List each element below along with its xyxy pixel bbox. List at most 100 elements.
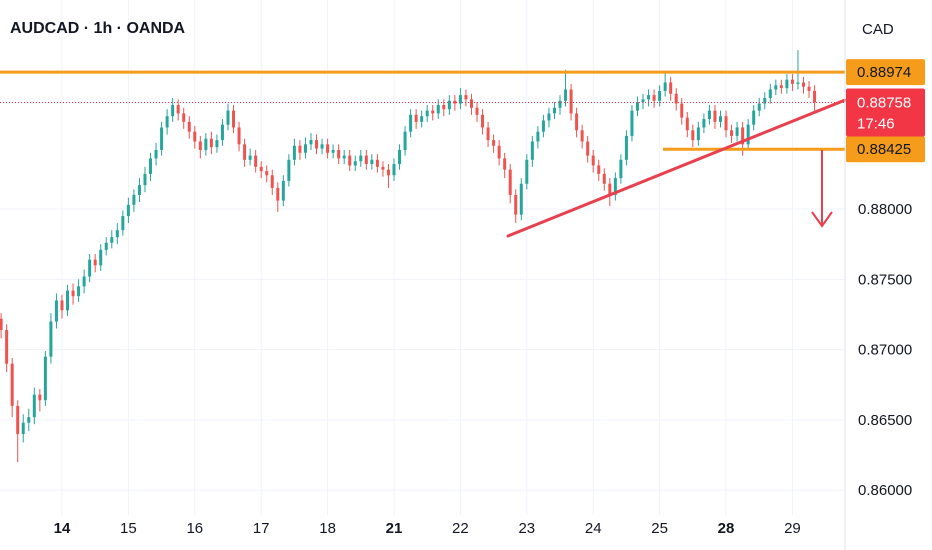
candle-body	[165, 116, 169, 128]
candle-body	[702, 119, 706, 128]
candle-body	[453, 100, 457, 104]
candle-body	[49, 321, 53, 357]
candle-body	[619, 159, 623, 179]
candle-body	[497, 145, 501, 159]
currency: CAD	[862, 21, 894, 38]
candle-body	[232, 110, 236, 128]
candle-body	[287, 159, 291, 181]
candle-body	[741, 127, 745, 145]
candle-body	[635, 102, 639, 111]
candle-body	[796, 82, 800, 84]
candle-body	[575, 113, 579, 131]
candle-body	[38, 394, 42, 401]
candle-body	[182, 113, 186, 122]
candle-body	[746, 124, 750, 145]
candle-body	[187, 121, 191, 132]
candle-body	[602, 173, 606, 184]
candle-body	[436, 104, 440, 114]
candle-body	[481, 114, 485, 128]
x-tick-label: 16	[186, 520, 203, 537]
candle-body	[149, 158, 153, 174]
candle-body	[104, 242, 108, 250]
candle-body	[442, 104, 446, 110]
candle-body	[215, 140, 219, 148]
candle-body	[82, 276, 86, 287]
candle-body	[608, 183, 612, 195]
candle-body	[564, 89, 568, 101]
candle-body	[353, 161, 357, 166]
level-label-box	[846, 136, 925, 163]
candle-body	[691, 130, 695, 141]
candle-body	[409, 114, 413, 132]
candle-body	[813, 90, 817, 103]
candle-body	[386, 169, 390, 176]
candle-body	[724, 116, 728, 131]
candles	[0, 50, 817, 463]
candle-body	[160, 127, 164, 150]
x-tick-label: 14	[54, 520, 71, 537]
candle-body	[66, 290, 70, 311]
candle-body	[663, 82, 667, 91]
candle-body	[292, 145, 296, 160]
candle-body	[486, 127, 490, 141]
candle-body	[597, 165, 601, 174]
x-tick-label: 18	[319, 520, 336, 537]
candle-body	[392, 164, 396, 176]
candle-body	[680, 103, 684, 118]
candle-body	[707, 110, 711, 120]
candle-body	[254, 155, 258, 167]
y-tick-label: 0.88000	[858, 201, 912, 218]
candle-body	[259, 166, 263, 172]
candle-body	[364, 155, 368, 165]
candle-body	[730, 130, 734, 136]
candle-body	[370, 159, 374, 165]
candle-body	[248, 155, 252, 160]
candle-body	[320, 144, 324, 149]
candle-body	[32, 394, 36, 418]
y-tick-label: 0.87000	[858, 342, 912, 359]
candle-body	[514, 194, 518, 215]
candle-body	[342, 155, 346, 159]
candle-body	[475, 107, 479, 115]
candle-body	[132, 194, 136, 205]
candle-body	[198, 141, 202, 150]
grid	[0, 0, 845, 515]
candle-body	[685, 117, 689, 131]
candle-body	[713, 110, 717, 122]
candle-body	[624, 135, 628, 160]
candle-body	[398, 149, 402, 165]
x-tick-label: 25	[651, 520, 668, 537]
candle-body	[326, 144, 330, 153]
candle-body	[10, 363, 14, 406]
candle-body	[115, 230, 119, 238]
candle-body	[281, 180, 285, 201]
candle-body	[27, 417, 31, 423]
candle-body	[381, 166, 385, 170]
candle-body	[16, 405, 20, 435]
candle-body	[658, 90, 662, 101]
candle-body	[237, 127, 241, 145]
overlays: 0.88974 0.88425 0.88758 17:46	[0, 59, 925, 238]
candle-body	[315, 140, 319, 149]
candle-body	[137, 185, 141, 195]
candle-body	[154, 149, 158, 159]
candle-body	[525, 159, 529, 184]
candle-body	[143, 173, 147, 186]
candle-body	[613, 178, 617, 195]
candle-body	[586, 141, 590, 156]
candle-body	[458, 95, 462, 104]
candle-body	[270, 175, 274, 188]
y-tick-label: 0.86500	[858, 412, 912, 429]
candle-body	[669, 82, 673, 94]
candle-body	[807, 86, 811, 91]
candle-body	[785, 79, 789, 89]
candle-body	[126, 204, 130, 217]
trendline	[506, 98, 847, 238]
candle-body	[718, 116, 722, 122]
candle-body	[265, 171, 269, 176]
candle-body	[298, 145, 302, 153]
candle-body	[752, 110, 756, 125]
last-price-label: 0.88758	[857, 94, 911, 111]
y-tick-label: 0.86000	[858, 482, 912, 499]
